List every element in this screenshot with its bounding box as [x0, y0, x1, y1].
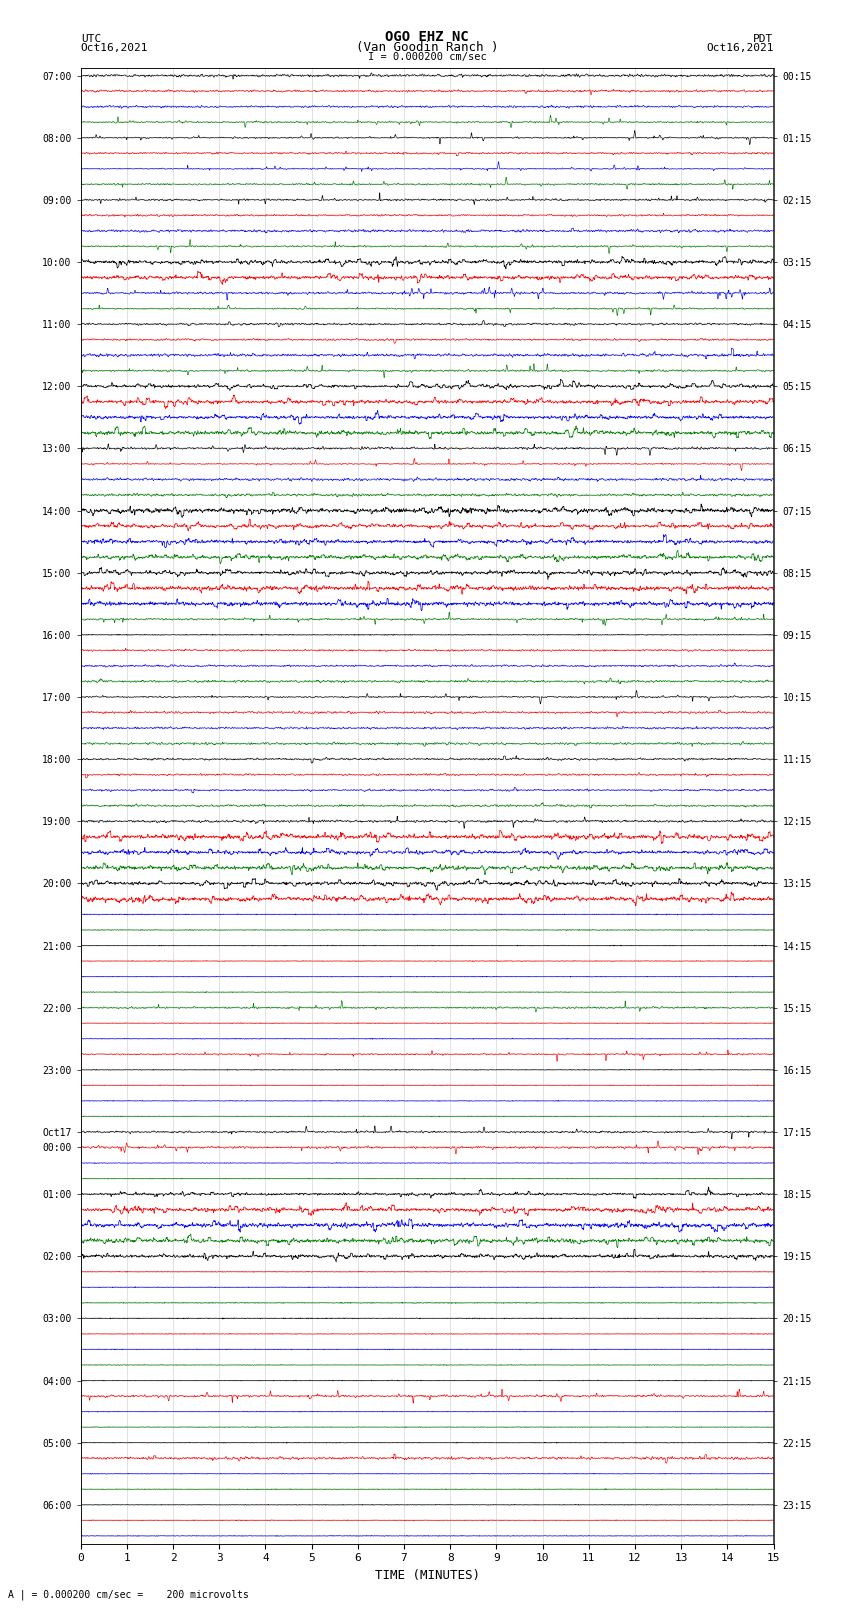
Text: PDT: PDT	[753, 34, 774, 44]
Text: Oct16,2021: Oct16,2021	[81, 44, 148, 53]
Text: (Van Goodin Ranch ): (Van Goodin Ranch )	[356, 40, 498, 53]
Text: OGO EHZ NC: OGO EHZ NC	[385, 31, 469, 44]
Text: UTC: UTC	[81, 34, 101, 44]
Text: I = 0.000200 cm/sec: I = 0.000200 cm/sec	[368, 52, 486, 63]
X-axis label: TIME (MINUTES): TIME (MINUTES)	[375, 1569, 479, 1582]
Text: A | = 0.000200 cm/sec =    200 microvolts: A | = 0.000200 cm/sec = 200 microvolts	[8, 1589, 249, 1600]
Text: Oct16,2021: Oct16,2021	[706, 44, 774, 53]
